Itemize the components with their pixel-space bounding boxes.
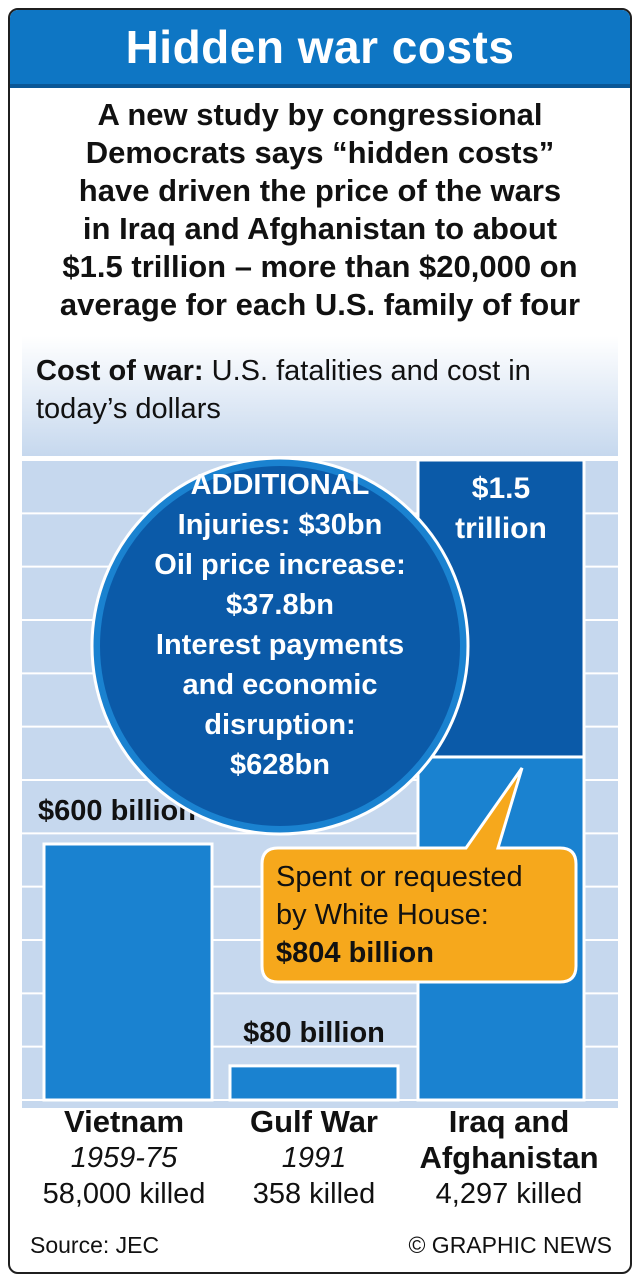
category-killed: 58,000 killed [42,1178,206,1210]
bar-gulf-war [228,1064,400,1102]
category-gulf-war: Gulf War 1991 358 killed [226,1104,402,1212]
additional-line: $37.8bn [226,589,334,621]
additional-line: Injuries: $30bn [178,509,383,541]
page-title: Hidden war costs [125,21,515,73]
chart-subtitle: Cost of war: U.S. fatalities and cost in… [36,352,606,428]
additional-heading: ADDITIONAL [191,469,370,501]
value-label-vietnam: $600 billion [38,795,196,827]
category-killed: 358 killed [252,1178,376,1210]
intro-line: $1.5 trillion – more than $20,000 on [62,249,578,284]
category-years: 1991 [281,1142,347,1174]
additional-line: $628bn [230,749,330,781]
source-note: Source: JEC [30,1232,160,1258]
intro-line: Democrats says “hidden costs” [85,135,555,170]
value-label-gulf-war: $80 billion [243,1017,385,1049]
additional-line: disruption: [204,709,355,741]
bar-vietnam [42,842,214,1102]
category-years: 1959-75 [70,1142,178,1174]
category-name: Gulf War [249,1104,378,1139]
category-vietnam: Vietnam 1959-75 58,000 killed [24,1104,224,1212]
subtitle-rest: U.S. fatalities and cost in today’s doll… [36,355,531,425]
callout-line: Spent or requested [276,861,523,893]
intro-line: in Iraq and Afghanistan to about [82,211,558,246]
additional-line: Interest payments [156,629,404,661]
category-name-line2: Afghanistan [419,1140,599,1175]
header-bar: Hidden war costs [10,10,630,88]
intro-line: have driven the price of the wars [78,173,562,208]
callout-line: by White House: [276,899,489,931]
category-killed: 4,297 killed [435,1178,583,1210]
credit-note: © GRAPHIC NEWS [408,1232,612,1258]
subtitle-bold: Cost of war: [36,355,204,387]
intro-line: average for each U.S. family of four [59,287,581,322]
intro-text: A new study by congressional Democrats s… [14,96,626,324]
callout-bubble [260,767,578,984]
subtitle-background [22,336,618,456]
additional-line: and economic [183,669,378,701]
additional-line: Oil price increase: [154,549,405,581]
bar-chart: $600 billion $80 billion $1.5 trillion ADDIT… [22,456,618,1108]
category-name: Vietnam [63,1104,185,1139]
chart-area: Cost of war: U.S. fatalities and cost in… [22,336,618,1108]
additional-circle [100,466,460,826]
infographic-frame: Hidden war costs A new study by congress… [8,8,632,1274]
category-iraq-afghanistan: Iraq and Afghanistan 4,297 killed [402,1104,616,1212]
value-label-iraq-line1: $1.5 [472,472,530,505]
value-label-iraq-line2: trillion [455,512,547,545]
intro-line: A new study by congressional [97,97,543,132]
callout-value: $804 billion [276,937,434,969]
category-name-line1: Iraq and [448,1104,570,1139]
